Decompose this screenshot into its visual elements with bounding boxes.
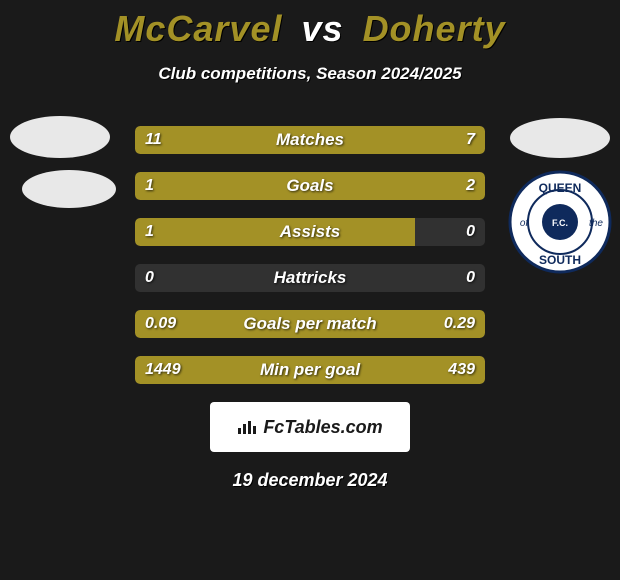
stat-row: 117Matches [135,126,485,154]
player1-avatar-placeholder-2 [22,170,116,208]
stat-row: 00Hattricks [135,264,485,292]
stat-label: Hattricks [135,264,485,292]
stats-container: 117Matches 12Goals 10Assists 00Hattricks 0.0… [135,126,485,384]
stat-row: 10Assists [135,218,485,246]
club-crest-icon: QUEEN SOUTH of the F.C. [508,170,612,274]
subtitle: Club competitions, Season 2024/2025 [0,64,620,84]
stat-row: 0.090.29Goals per match [135,310,485,338]
crest-top-text: QUEEN [539,181,582,195]
source-badge-text: FcTables.com [263,417,382,438]
crest-left-text: of [520,218,530,229]
stat-row: 1449439Min per goal [135,356,485,384]
stat-label: Assists [135,218,485,246]
crest-right-text: the [589,218,603,229]
player1-avatar-placeholder [10,116,110,158]
snapshot-date: 19 december 2024 [0,470,620,491]
vs-text: vs [302,8,344,49]
stat-label: Goals [135,172,485,200]
chart-icon [237,419,257,435]
player2-avatar-placeholder [510,118,610,158]
stat-label: Min per goal [135,356,485,384]
player1-name: McCarvel [114,8,282,49]
stat-label: Matches [135,126,485,154]
stat-row: 12Goals [135,172,485,200]
player2-name: Doherty [363,8,506,49]
source-badge: FcTables.com [210,402,410,452]
crest-bottom-text: SOUTH [539,253,581,267]
comparison-title: McCarvel vs Doherty [0,0,620,50]
crest-center-text: F.C. [552,218,568,228]
stat-label: Goals per match [135,310,485,338]
